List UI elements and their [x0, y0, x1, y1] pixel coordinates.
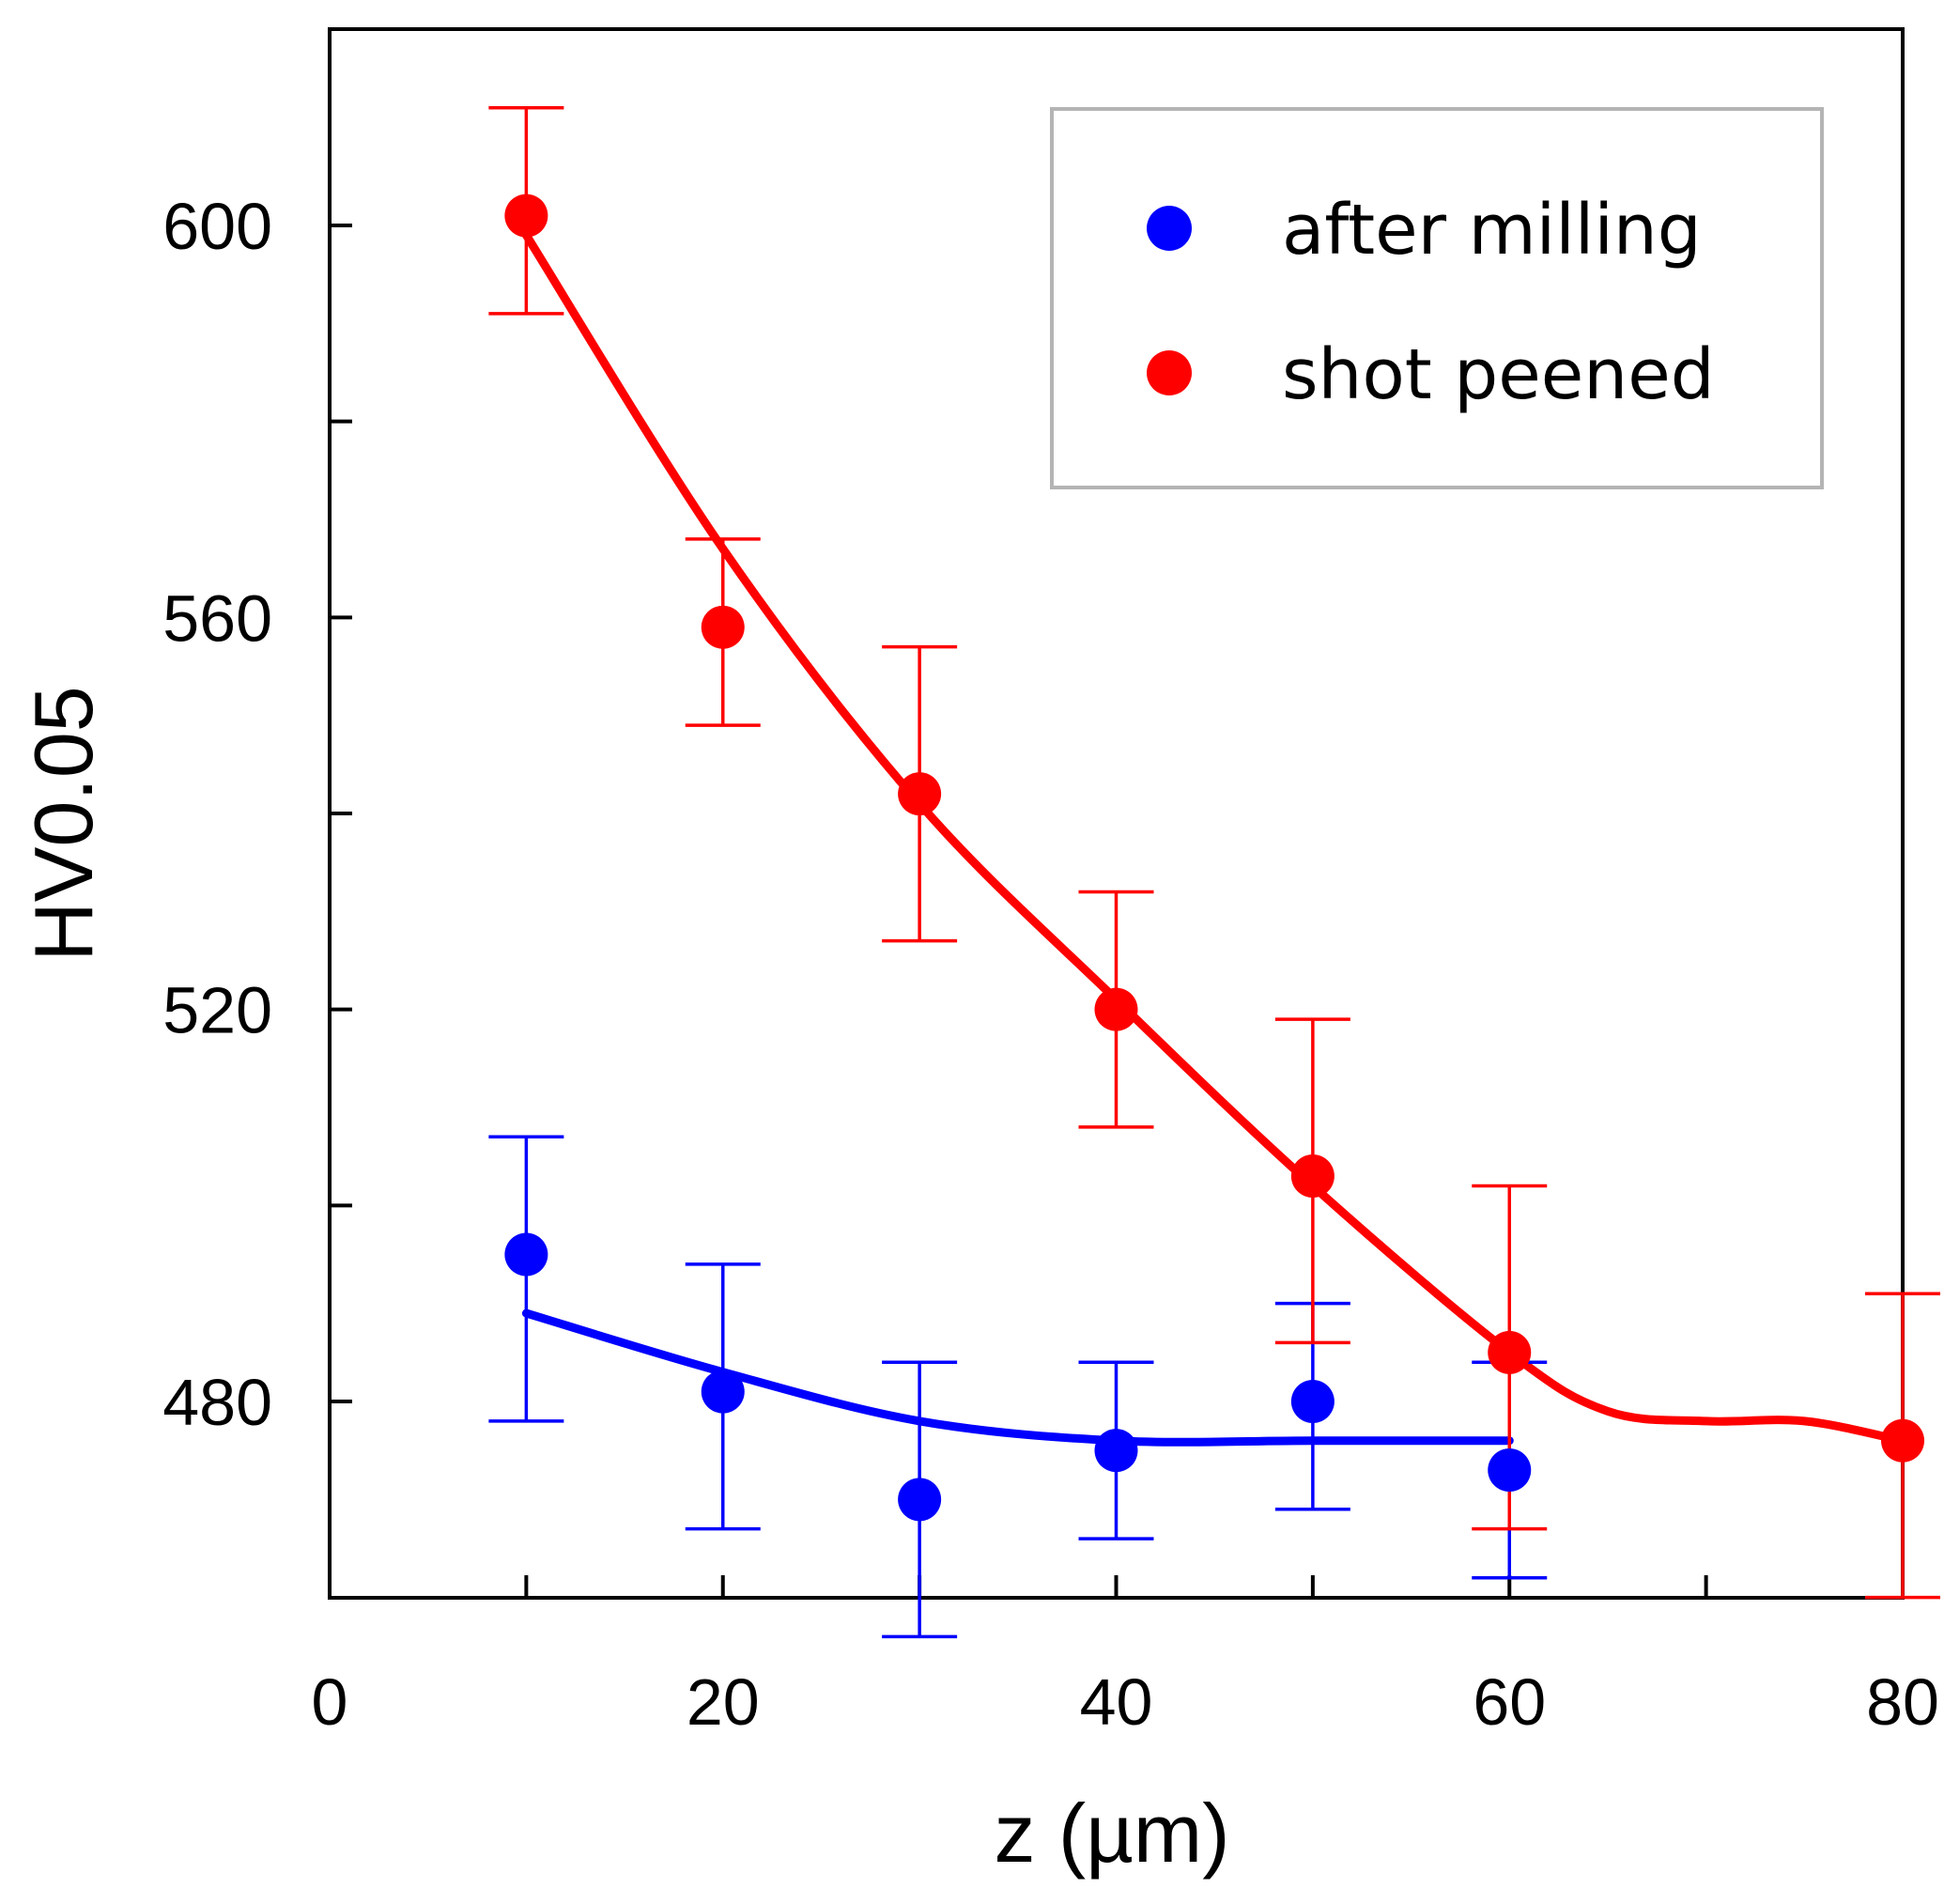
legend-box	[1050, 107, 1824, 489]
data-point-after-milling	[1094, 1429, 1138, 1473]
legend: after milling shot peened	[1050, 107, 1824, 489]
x-tick-label: 80	[1866, 1665, 1939, 1739]
error-bar-after-milling	[488, 1135, 564, 1423]
data-point-after-milling	[1290, 1380, 1335, 1423]
data-point-after-milling	[504, 1232, 548, 1277]
data-point-shot-peened	[701, 605, 745, 649]
data-points	[504, 193, 1924, 1522]
x-axis-tick-labels: 0 20 40 60 80	[312, 1665, 1939, 1739]
data-point-shot-peened	[898, 772, 942, 816]
y-axis-tick-labels: 480 520 560 600	[162, 190, 272, 1439]
legend-marker-after-milling	[1147, 206, 1192, 251]
data-point-after-milling	[701, 1370, 745, 1414]
data-point-after-milling	[898, 1478, 942, 1522]
x-axis-title: z (µm)	[994, 1787, 1229, 1880]
x-tick-label: 40	[1080, 1665, 1153, 1739]
legend-label-after-milling: after milling	[1282, 190, 1702, 271]
data-point-shot-peened	[1488, 1330, 1532, 1374]
y-axis-ticks	[330, 224, 352, 1403]
x-tick-label: 20	[687, 1665, 760, 1739]
data-point-shot-peened	[504, 193, 548, 238]
y-tick-label: 480	[162, 1366, 272, 1439]
y-tick-label: 600	[162, 190, 272, 263]
y-tick-label: 560	[162, 581, 272, 655]
fit-lines	[521, 230, 1907, 1447]
y-tick-label: 520	[162, 974, 272, 1047]
data-point-after-milling	[1488, 1448, 1532, 1493]
legend-label-shot-peened: shot peened	[1282, 334, 1715, 415]
x-tick-label: 60	[1473, 1665, 1546, 1739]
fit-line-after-milling	[521, 1308, 1514, 1447]
x-tick-label: 0	[312, 1665, 348, 1739]
fit-line-shot-peened	[521, 230, 1907, 1446]
y-axis-title: HV0.05	[17, 686, 110, 962]
data-point-shot-peened	[1094, 987, 1138, 1031]
data-point-shot-peened	[1290, 1154, 1335, 1199]
x-axis-ticks	[328, 1575, 1905, 1598]
legend-marker-shot-peened	[1147, 350, 1192, 395]
data-point-shot-peened	[1881, 1418, 1924, 1463]
